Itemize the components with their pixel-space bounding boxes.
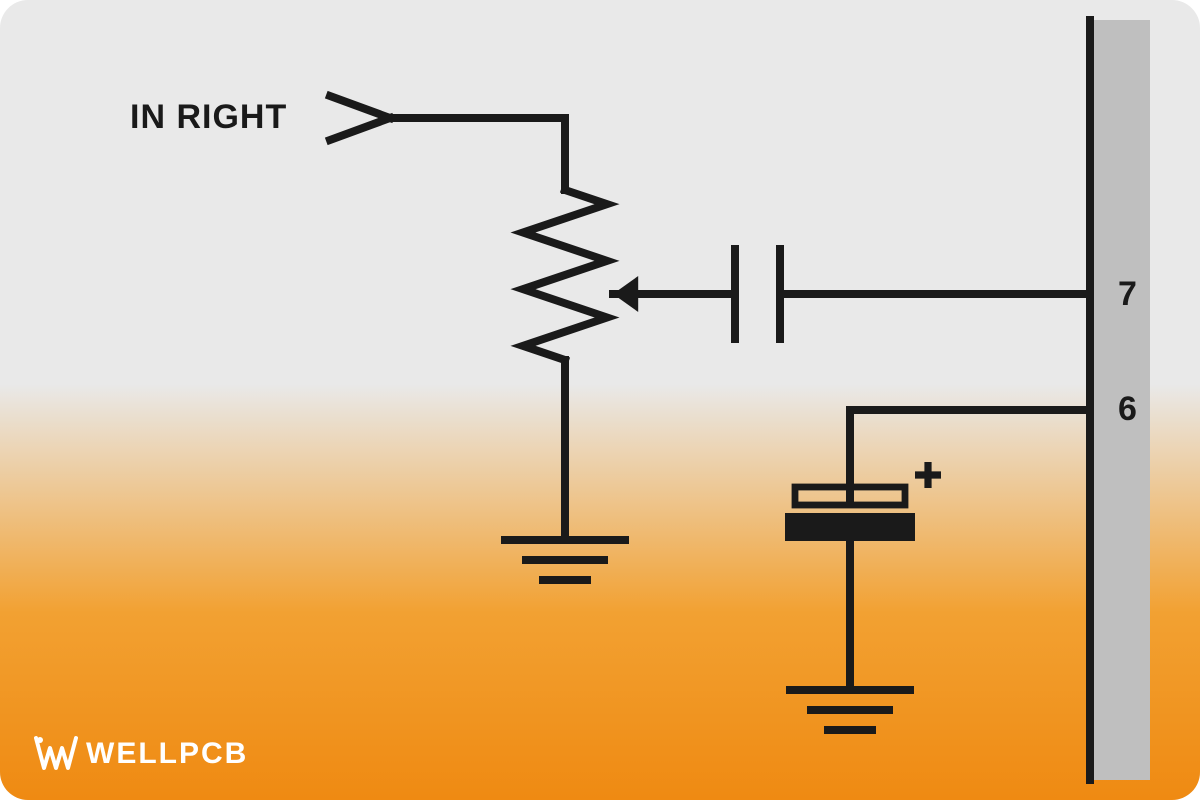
logo-mark-icon xyxy=(34,734,78,774)
card-frame: IN RIGHT 7 6 WELLPCB xyxy=(0,0,1200,800)
schematic-diagram: IN RIGHT 7 6 xyxy=(0,0,1200,800)
potentiometer-wiper-arrowhead xyxy=(613,276,638,312)
input-label: IN RIGHT xyxy=(130,98,287,136)
pin-7-label: 7 xyxy=(1118,275,1137,313)
electrolytic-cap-plate-bottom xyxy=(785,513,915,541)
pin-6-label: 6 xyxy=(1118,390,1137,428)
logo-text: WELLPCB xyxy=(86,737,248,771)
input-connector-arrow xyxy=(330,118,390,140)
input-connector-arrow xyxy=(330,96,390,118)
brand-logo: WELLPCB xyxy=(34,734,248,774)
potentiometer-body xyxy=(523,190,607,360)
